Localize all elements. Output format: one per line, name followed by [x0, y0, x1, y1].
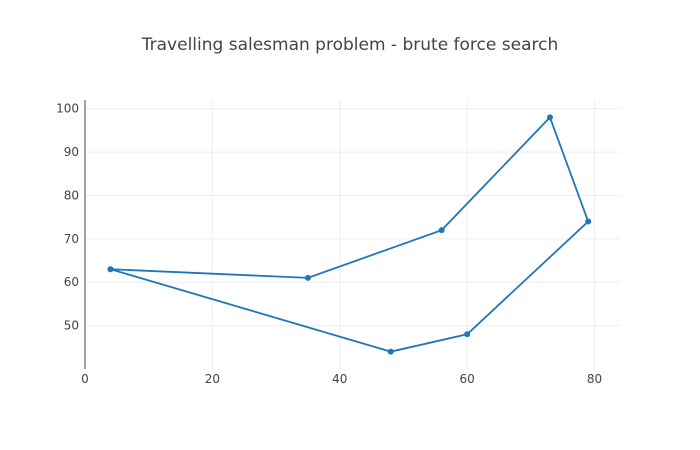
y-tick-label: 100: [56, 102, 79, 116]
city-point: [546, 114, 553, 121]
x-tick-label: 80: [587, 372, 602, 386]
city-point: [438, 227, 445, 234]
y-tick-label: 70: [64, 232, 79, 246]
route-line: [110, 115, 590, 353]
x-tick-label: 20: [205, 372, 220, 386]
city-point: [585, 218, 592, 225]
city-point: [107, 266, 114, 273]
y-tick-label: 60: [64, 275, 79, 289]
x-tick-label: 0: [81, 372, 89, 386]
axis-layer: 0 20 40 60 80 50 60 70 80 90 100: [56, 100, 602, 386]
city-point: [304, 274, 311, 281]
x-tick-label: 60: [460, 372, 475, 386]
grid-layer: [85, 100, 620, 369]
city-point: [464, 331, 471, 338]
y-tick-label: 50: [64, 319, 79, 333]
y-tick-label: 90: [64, 145, 79, 159]
y-tick-label: 80: [64, 188, 79, 202]
chart-title: Travelling salesman problem - brute forc…: [141, 35, 558, 55]
x-tick-label: 40: [332, 372, 347, 386]
city-point: [387, 348, 394, 355]
series-layer: [107, 114, 592, 355]
